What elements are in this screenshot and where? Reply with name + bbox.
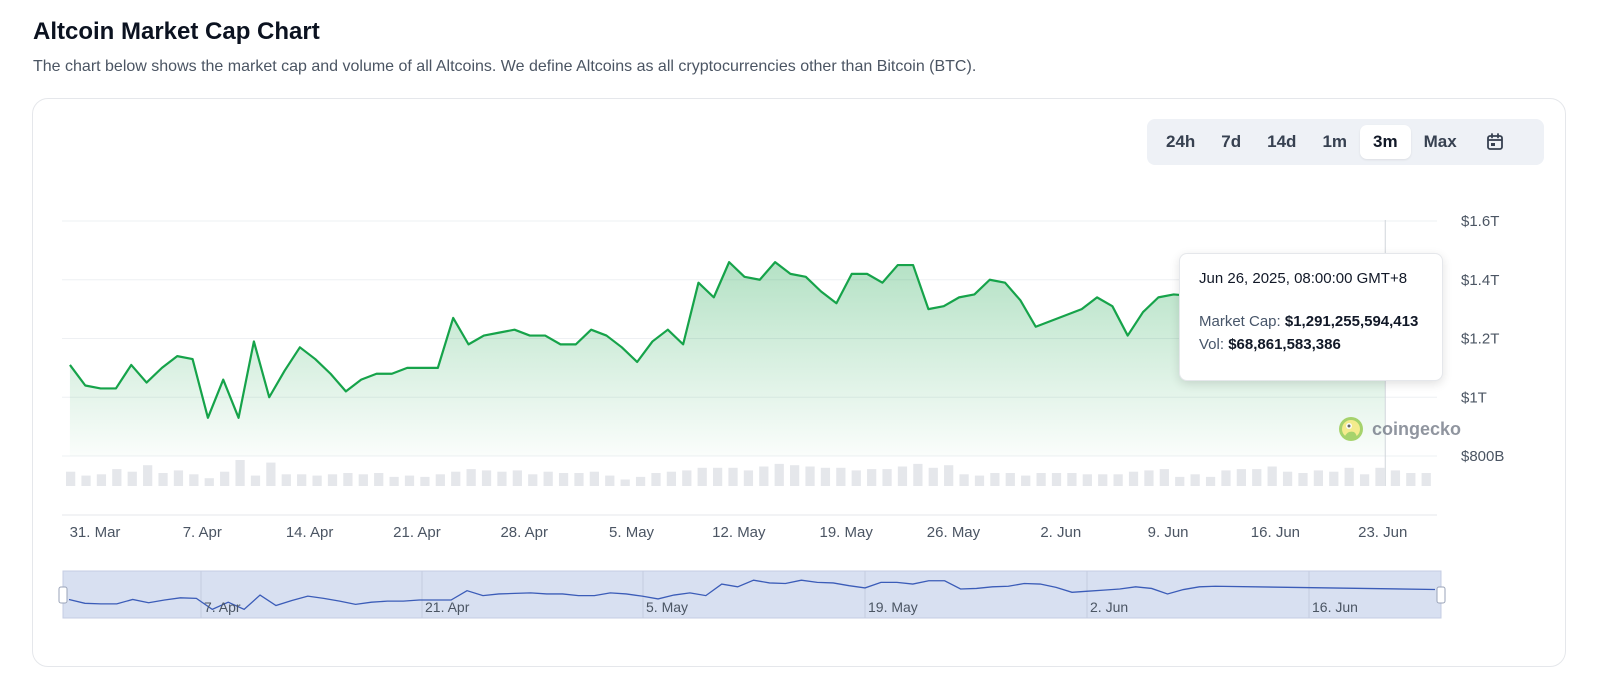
range-button-24h[interactable]: 24h [1166, 132, 1196, 151]
calendar-button[interactable] [1478, 125, 1512, 159]
coingecko-logo-icon [1339, 417, 1363, 441]
range-button-7d[interactable]: 7d [1221, 132, 1242, 151]
page-title: Altcoin Market Cap Chart [33, 18, 320, 45]
chart-card [32, 98, 1566, 667]
range-button-max[interactable]: Max [1423, 132, 1457, 151]
tooltip-date: Jun 26, 2025, 08:00:00 GMT+8 [1199, 270, 1408, 287]
tooltip-market-cap: Market Cap: $1,291,255,594,413 [1199, 313, 1423, 330]
coingecko-watermark: coingecko [1338, 416, 1461, 442]
range-button-3m[interactable]: 3m [1360, 125, 1411, 159]
tooltip-volume-value: $68,861,583,386 [1228, 336, 1341, 353]
chart-tooltip: Jun 26, 2025, 08:00:00 GMT+8 Market Cap:… [1179, 253, 1443, 381]
time-range-selector: 24h 7d 14d 1m 3m Max [1147, 119, 1544, 165]
watermark-text: coingecko [1372, 418, 1462, 439]
tooltip-volume-label: Vol: [1199, 336, 1225, 353]
tooltip-market-cap-label: Market Cap: [1199, 313, 1281, 330]
page-description: The chart below shows the market cap and… [33, 58, 977, 75]
tooltip-market-cap-value: $1,291,255,594,413 [1284, 313, 1419, 330]
tooltip-volume: Vol: $68,861,583,386 [1199, 336, 1423, 353]
range-button-14d[interactable]: 14d [1267, 132, 1297, 151]
calendar-icon [1486, 133, 1503, 150]
range-button-1m[interactable]: 1m [1322, 132, 1348, 151]
